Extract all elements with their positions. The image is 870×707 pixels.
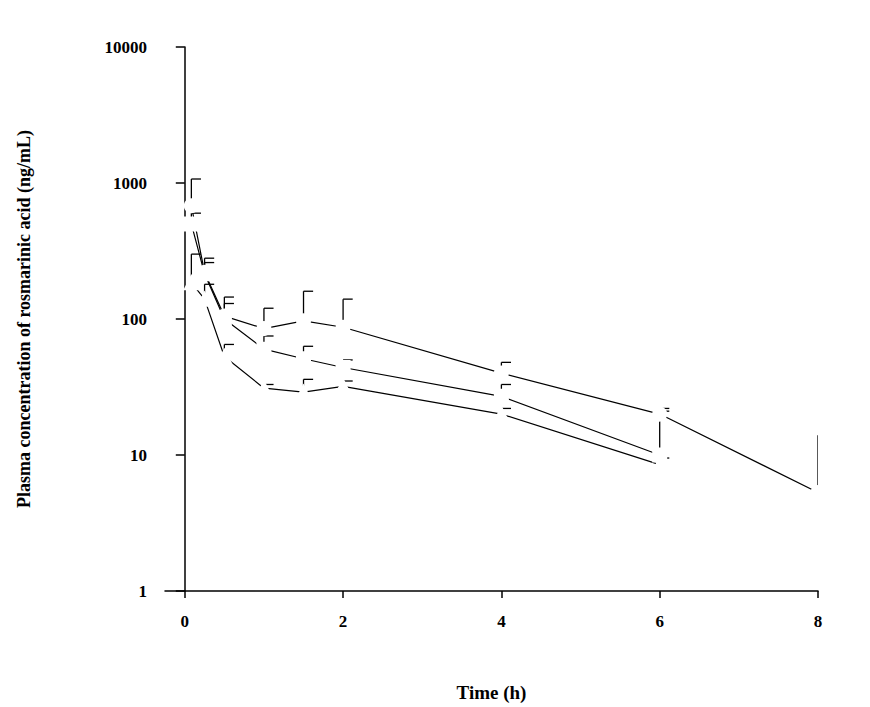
svg-text:10: 10: [130, 446, 147, 465]
svg-text:1000: 1000: [113, 174, 147, 193]
svg-text:4: 4: [497, 612, 506, 631]
svg-text:Plasma concentration of rosmar: Plasma concentration of rosmarinic acid …: [14, 130, 35, 508]
svg-text:8: 8: [814, 612, 823, 631]
svg-text:0: 0: [181, 612, 190, 631]
svg-text:6: 6: [655, 612, 664, 631]
svg-text:10000: 10000: [105, 38, 148, 57]
svg-text:100: 100: [122, 310, 148, 329]
svg-text:2: 2: [339, 612, 348, 631]
svg-text:1: 1: [139, 582, 148, 601]
svg-text:Time (h): Time (h): [457, 682, 527, 704]
